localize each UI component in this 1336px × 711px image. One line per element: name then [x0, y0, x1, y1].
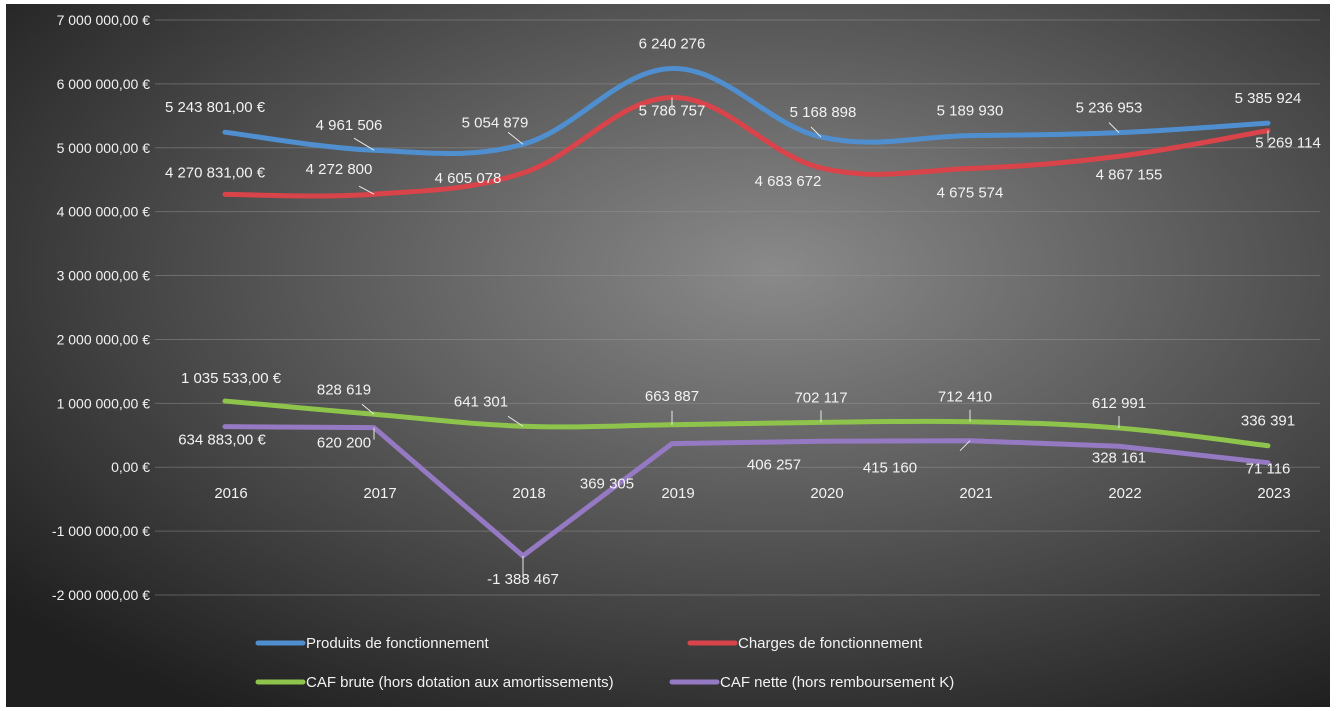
- data-label-caf-nette: 620 200: [317, 435, 371, 452]
- data-label-produits-de-fonctionnement: 5 385 924: [1235, 90, 1302, 107]
- data-point-charges-de-fonctionnement: [819, 166, 823, 170]
- data-point-caf-nette: [1117, 444, 1121, 448]
- x-tick-label: 2020: [810, 485, 843, 502]
- series-line-caf-brute: [222, 398, 1271, 449]
- leader-layer: [353, 97, 1269, 576]
- y-tick-label: -1 000 000,00 €: [52, 523, 150, 539]
- data-label-caf-brute: 336 391: [1241, 413, 1295, 430]
- legend-label-caf-brute: CAF brute (hors dotation aux amortisseme…: [306, 674, 614, 691]
- legend-label-caf-nette: CAF nette (hors remboursement K): [720, 674, 954, 691]
- data-label-caf-brute: 702 117: [794, 389, 847, 406]
- data-point-produits-de-fonctionnement: [1266, 121, 1270, 125]
- data-point-produits-de-fonctionnement: [670, 67, 674, 71]
- y-tick-label: -2 000 000,00 €: [52, 587, 150, 603]
- x-tick-label: 2019: [661, 485, 694, 502]
- data-label-caf-nette: 369 305: [580, 476, 634, 493]
- legend: Produits de fonctionnement Charges de fon…: [255, 635, 954, 691]
- label-leader-line: [507, 415, 524, 427]
- series-line-caf-nette: [222, 424, 1271, 559]
- data-point-caf-nette: [670, 442, 674, 446]
- label-leader-line: [507, 131, 524, 145]
- label-leader-line: [1108, 122, 1120, 133]
- data-label-produits-de-fonctionnement: 5 189 930: [937, 103, 1004, 120]
- data-label-produits-de-fonctionnement: 5 236 953: [1076, 100, 1143, 117]
- y-tick-label: 7 000 000,00 €: [57, 12, 151, 28]
- data-label-produits-de-fonctionnement: 5 243 801,00 €: [165, 99, 266, 116]
- data-label-produits-de-fonctionnement: 5 168 898: [790, 104, 857, 121]
- x-axis: 2016 2017 2018 2019 2020 2021 2022 2023: [214, 485, 1290, 502]
- data-label-charges-de-fonctionnement: 5 786 757: [639, 103, 706, 120]
- x-tick-label: 2018: [512, 485, 545, 502]
- chart-background: [6, 4, 1330, 707]
- data-label-caf-nette: -1 388 467: [487, 571, 559, 588]
- data-label-caf-nette: 415 160: [863, 460, 917, 477]
- data-point-caf-brute: [1266, 444, 1270, 448]
- data-label-caf-brute: 1 035 533,00 €: [181, 370, 282, 387]
- data-label-produits-de-fonctionnement: 6 240 276: [639, 36, 706, 53]
- y-tick-label: 3 000 000,00 €: [57, 268, 151, 284]
- data-label-caf-nette: 634 883,00 €: [178, 432, 266, 449]
- data-point-charges-de-fonctionnement: [1117, 154, 1121, 158]
- data-label-charges-de-fonctionnement: 4 270 831,00 €: [165, 164, 266, 181]
- label-leader-line: [353, 137, 375, 151]
- data-label-produits-de-fonctionnement: 5 054 879: [462, 114, 529, 131]
- data-point-charges-de-fonctionnement: [521, 171, 525, 175]
- data-label-produits-de-fonctionnement: 4 961 506: [316, 117, 383, 134]
- y-tick-label: 6 000 000,00 €: [57, 76, 151, 92]
- data-label-charges-de-fonctionnement: 4 675 574: [937, 185, 1004, 202]
- data-point-caf-nette: [223, 425, 227, 429]
- series-layer: [222, 66, 1271, 559]
- data-label-caf-brute: 828 619: [317, 381, 371, 398]
- data-label-charges-de-fonctionnement: 4 867 155: [1096, 166, 1163, 183]
- legend-label-charges-de-fonctionnement: Charges de fonctionnement: [738, 635, 923, 652]
- legend-label-produits-de-fonctionnement: Produits de fonctionnement: [306, 635, 489, 652]
- data-point-produits-de-fonctionnement: [223, 130, 227, 134]
- series-line-charges-de-fonctionnement: [222, 95, 1271, 199]
- data-point-charges-de-fonctionnement: [968, 167, 972, 171]
- label-leader-line: [361, 403, 375, 415]
- label-leader-line: [358, 185, 375, 195]
- y-axis: 7 000 000,00 € 6 000 000,00 € 5 000 000,00…: [52, 12, 150, 603]
- data-label-charges-de-fonctionnement: 5 269 114: [1255, 135, 1321, 152]
- x-tick-label: 2017: [363, 485, 396, 502]
- x-tick-label: 2023: [1257, 485, 1290, 502]
- data-point-caf-nette: [819, 439, 823, 443]
- data-label-layer: 5 243 801,00 € 4 961 506 5 054 879 6 240 27…: [165, 36, 1321, 588]
- data-label-caf-brute: 663 887: [645, 388, 699, 405]
- data-label-charges-de-fonctionnement: 4 272 800: [306, 161, 373, 178]
- y-tick-label: 0,00 €: [111, 459, 150, 475]
- data-point-charges-de-fonctionnement: [223, 192, 227, 196]
- y-tick-label: 2 000 000,00 €: [57, 331, 151, 347]
- y-tick-label: 1 000 000,00 €: [57, 395, 151, 411]
- data-point-produits-de-fonctionnement: [968, 134, 972, 138]
- series-line-produits-de-fonctionnement: [222, 66, 1271, 157]
- x-tick-label: 2016: [214, 485, 247, 502]
- data-label-caf-brute: 612 991: [1092, 395, 1146, 412]
- label-leader-line: [810, 126, 822, 138]
- x-tick-label: 2021: [959, 485, 992, 502]
- data-label-caf-nette: 71 116: [1246, 461, 1291, 478]
- data-label-charges-de-fonctionnement: 4 605 078: [435, 170, 502, 187]
- data-label-caf-brute: 641 301: [454, 393, 508, 410]
- y-tick-label: 4 000 000,00 €: [57, 204, 151, 220]
- data-label-caf-nette: 328 161: [1092, 449, 1146, 466]
- data-point-caf-brute: [223, 399, 227, 403]
- data-label-caf-nette: 406 257: [747, 456, 801, 473]
- data-label-caf-brute: 712 410: [938, 389, 992, 406]
- data-label-charges-de-fonctionnement: 4 683 672: [755, 173, 822, 190]
- y-tick-label: 5 000 000,00 €: [57, 140, 151, 156]
- x-tick-label: 2022: [1108, 485, 1141, 502]
- label-leader-line: [959, 440, 971, 452]
